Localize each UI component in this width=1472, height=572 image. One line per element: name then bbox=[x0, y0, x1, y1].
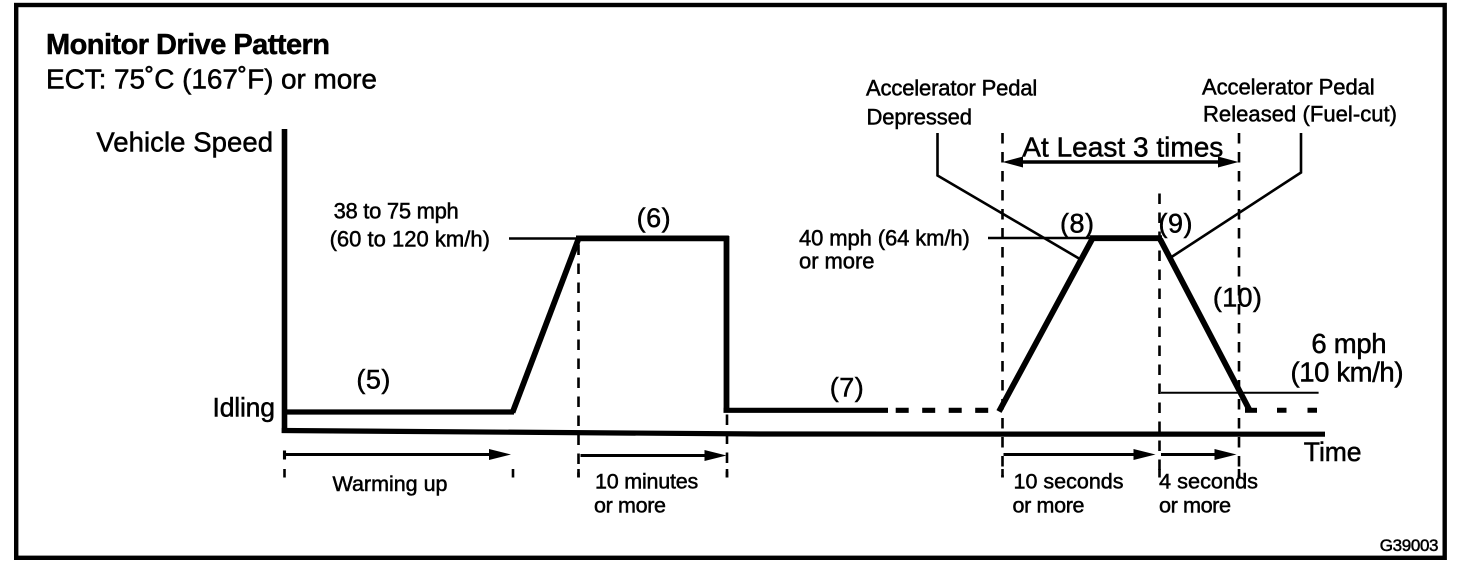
svg-text:40 mph (64 km/h): 40 mph (64 km/h) bbox=[799, 226, 970, 251]
svg-text:ECT: 75˚C (167˚F) or more: ECT: 75˚C (167˚F) or more bbox=[46, 64, 377, 95]
svg-text:(7): (7) bbox=[830, 373, 864, 403]
svg-text:(9): (9) bbox=[1159, 209, 1193, 239]
svg-text:Released (Fuel-cut): Released (Fuel-cut) bbox=[1203, 102, 1397, 127]
svg-text:Idling: Idling bbox=[213, 393, 276, 423]
svg-text:or more: or more bbox=[594, 494, 666, 518]
svg-text:4 seconds: 4 seconds bbox=[1159, 469, 1258, 494]
svg-text:(6): (6) bbox=[637, 203, 671, 233]
svg-text:Accelerator Pedal: Accelerator Pedal bbox=[1202, 75, 1375, 100]
svg-text:Time: Time bbox=[1304, 437, 1362, 467]
svg-text:(10): (10) bbox=[1213, 283, 1262, 313]
svg-text:10 seconds: 10 seconds bbox=[1014, 470, 1124, 494]
svg-text:6 mph: 6 mph bbox=[1311, 328, 1386, 359]
svg-text:Vehicle Speed: Vehicle Speed bbox=[96, 127, 273, 158]
svg-text:At Least 3 times: At Least 3 times bbox=[1022, 132, 1223, 163]
svg-text:or more: or more bbox=[799, 249, 875, 274]
svg-text:(8): (8) bbox=[1060, 209, 1094, 239]
svg-text:Depressed: Depressed bbox=[867, 105, 973, 130]
svg-text:(60 to 120 km/h): (60 to 120 km/h) bbox=[330, 226, 490, 251]
svg-text:Monitor Drive Pattern: Monitor Drive Pattern bbox=[46, 29, 330, 61]
svg-text:(10 km/h): (10 km/h) bbox=[1291, 357, 1404, 388]
svg-text:or more: or more bbox=[1159, 493, 1231, 518]
svg-text:10 minutes: 10 minutes bbox=[595, 470, 698, 494]
svg-text:Warming up: Warming up bbox=[333, 472, 448, 496]
svg-text:Accelerator Pedal: Accelerator Pedal bbox=[866, 76, 1037, 101]
svg-text:38 to 75 mph: 38 to 75 mph bbox=[334, 199, 459, 224]
svg-text:or more: or more bbox=[1013, 494, 1085, 518]
svg-text:(5): (5) bbox=[356, 365, 390, 395]
svg-text:G39003: G39003 bbox=[1380, 536, 1439, 555]
